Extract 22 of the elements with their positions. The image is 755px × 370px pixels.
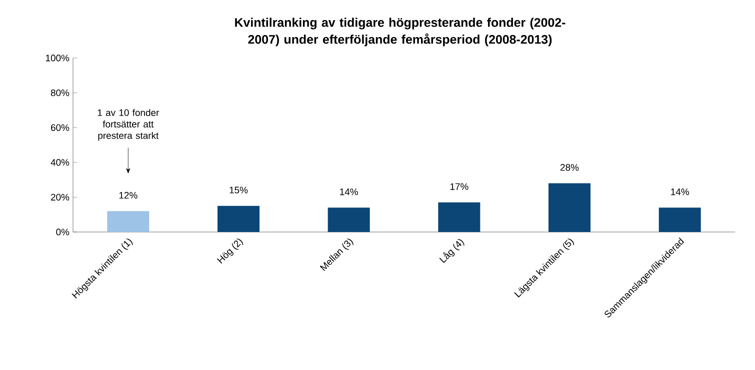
x-tick-label: Hög (2) xyxy=(216,238,244,264)
bar xyxy=(438,202,480,232)
chart-title: Kvintilranking av tidigare högpresterande fonder (2002-2007) under efterföljande femårsperiod (2008-2013) xyxy=(235,18,566,46)
data-label: 14% xyxy=(671,188,689,196)
annotation: 1 av 10 fonder fortsätter att prestera starkt xyxy=(98,109,160,141)
y-tick-label: 80% xyxy=(50,89,70,96)
bar xyxy=(328,208,370,232)
bar xyxy=(658,208,701,232)
y-tick-label: 20% xyxy=(51,194,70,201)
x-tick-label: Låg (4) xyxy=(439,239,464,264)
data-label: 28% xyxy=(560,164,579,171)
bar xyxy=(107,211,150,232)
data-label: 15% xyxy=(230,186,248,194)
y-tick-label: 0% xyxy=(56,228,70,236)
y-tick-label: 100% xyxy=(46,54,70,62)
data-label: 17% xyxy=(450,183,468,190)
y-tick-label: 60% xyxy=(51,124,70,131)
y-tick-label: 40% xyxy=(50,159,70,166)
data-label: 12% xyxy=(119,192,138,199)
bar xyxy=(548,183,591,232)
bar xyxy=(218,206,260,232)
data-label: 14% xyxy=(340,188,358,196)
